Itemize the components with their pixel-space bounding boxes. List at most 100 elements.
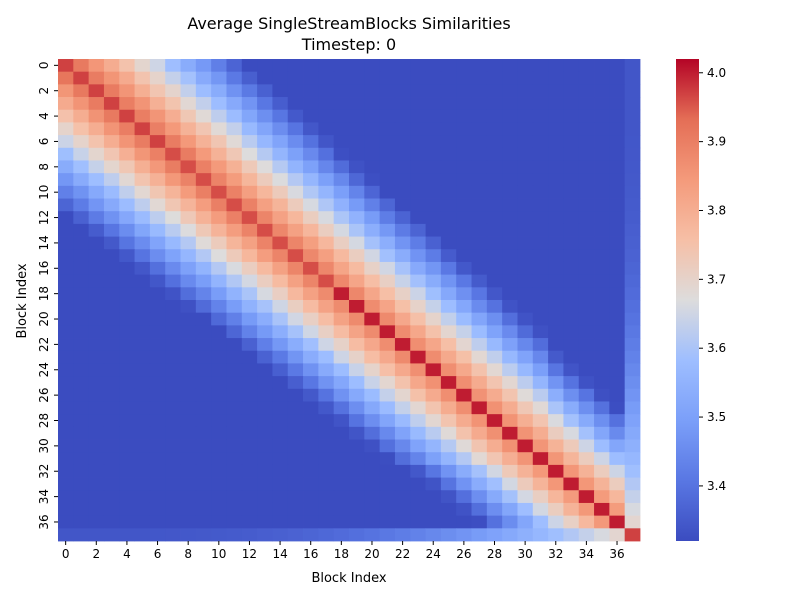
heatmap-cell	[88, 59, 105, 73]
heatmap-cell	[440, 261, 457, 276]
heatmap-cell	[440, 464, 457, 478]
heatmap-cell	[119, 401, 135, 415]
heatmap-cell	[58, 300, 74, 314]
heatmap-cell	[548, 477, 564, 491]
heatmap-cell	[180, 122, 197, 136]
heatmap-cell	[609, 515, 626, 529]
heatmap-cell	[594, 414, 610, 428]
heatmap-cell	[88, 261, 105, 276]
heatmap-cell	[226, 198, 243, 212]
heatmap-cell	[502, 388, 518, 402]
heatmap-cell	[349, 300, 365, 314]
heatmap-cell	[532, 401, 549, 415]
heatmap-cell	[226, 249, 243, 263]
heatmap-cell	[609, 198, 626, 212]
heatmap-cell	[180, 528, 197, 542]
heatmap-cell	[333, 300, 350, 314]
x-tick-label: 20	[364, 547, 379, 561]
heatmap-cell	[532, 198, 549, 212]
heatmap-cell	[532, 71, 549, 85]
heatmap-cell	[103, 249, 120, 263]
heatmap-cell	[333, 426, 350, 440]
heatmap-cell	[486, 287, 503, 301]
heatmap-cell	[379, 135, 396, 149]
heatmap-cell	[624, 261, 641, 276]
heatmap-cell	[624, 401, 641, 415]
heatmap-cell	[119, 312, 135, 326]
heatmap-cell	[394, 439, 411, 453]
heatmap-cell	[486, 274, 503, 288]
heatmap-cell	[180, 109, 197, 123]
heatmap-cell	[165, 502, 181, 517]
heatmap-cell	[103, 198, 120, 212]
heatmap-cell	[73, 528, 90, 542]
heatmap-cell	[394, 414, 411, 428]
heatmap-cell	[349, 71, 365, 85]
heatmap-cell	[318, 477, 335, 491]
heatmap-cell	[257, 490, 273, 504]
heatmap-cell	[149, 477, 166, 491]
heatmap-cell	[624, 223, 641, 237]
heatmap-cell	[486, 109, 503, 123]
heatmap-cell	[241, 59, 258, 73]
heatmap-cell	[563, 287, 580, 301]
heatmap-cell	[425, 173, 442, 187]
heatmap-cell	[394, 401, 411, 415]
heatmap-cell	[73, 502, 90, 517]
colorbar-tick-label: 3.5	[707, 410, 726, 424]
heatmap-cell	[226, 515, 243, 529]
heatmap-cell	[333, 84, 350, 98]
heatmap-cell	[379, 261, 396, 276]
heatmap-cell	[624, 338, 641, 352]
heatmap-cell	[440, 160, 457, 174]
heatmap-cell	[226, 414, 243, 428]
heatmap-cell	[103, 363, 120, 377]
heatmap-cell	[73, 185, 90, 199]
heatmap-cell	[563, 338, 580, 352]
heatmap-cell	[134, 287, 151, 301]
heatmap-cell	[272, 173, 289, 187]
heatmap-cell	[195, 515, 212, 529]
heatmap-cell	[440, 502, 457, 517]
heatmap-cell	[333, 401, 350, 415]
heatmap-cell	[119, 287, 135, 301]
heatmap-cell	[303, 71, 319, 85]
heatmap-cell	[211, 97, 227, 111]
heatmap-cell	[379, 426, 396, 440]
heatmap-cell	[287, 452, 304, 466]
heatmap-cell	[425, 515, 442, 529]
heatmap-cell	[195, 490, 212, 504]
heatmap-cell	[532, 452, 549, 466]
heatmap-cell	[410, 528, 426, 542]
heatmap-cell	[211, 71, 227, 85]
heatmap-cell	[272, 135, 289, 149]
heatmap-cell	[103, 376, 120, 390]
heatmap-cell	[548, 211, 564, 225]
heatmap-cell	[88, 350, 105, 364]
heatmap-cell	[333, 490, 350, 504]
heatmap-cell	[563, 300, 580, 314]
heatmap-cell	[394, 223, 411, 237]
heatmap-cell	[517, 135, 534, 149]
heatmap-cell	[364, 249, 381, 263]
heatmap-cell	[257, 300, 273, 314]
heatmap-cell	[226, 452, 243, 466]
heatmap-cell	[502, 528, 518, 542]
heatmap-cell	[241, 490, 258, 504]
heatmap-cell	[149, 452, 166, 466]
heatmap-cell	[379, 211, 396, 225]
heatmap-cell	[119, 325, 135, 339]
heatmap-cell	[226, 185, 243, 199]
heatmap-cell	[456, 274, 472, 288]
heatmap-cell	[149, 426, 166, 440]
heatmap-cell	[318, 350, 335, 364]
heatmap-cell	[410, 515, 426, 529]
heatmap-cell	[333, 274, 350, 288]
heatmap-cell	[394, 249, 411, 263]
heatmap-cell	[287, 376, 304, 390]
heatmap-cell	[211, 160, 227, 174]
heatmap-cell	[379, 502, 396, 517]
heatmap-cell	[180, 426, 197, 440]
heatmap-cell	[578, 287, 595, 301]
heatmap-cell	[594, 236, 610, 250]
